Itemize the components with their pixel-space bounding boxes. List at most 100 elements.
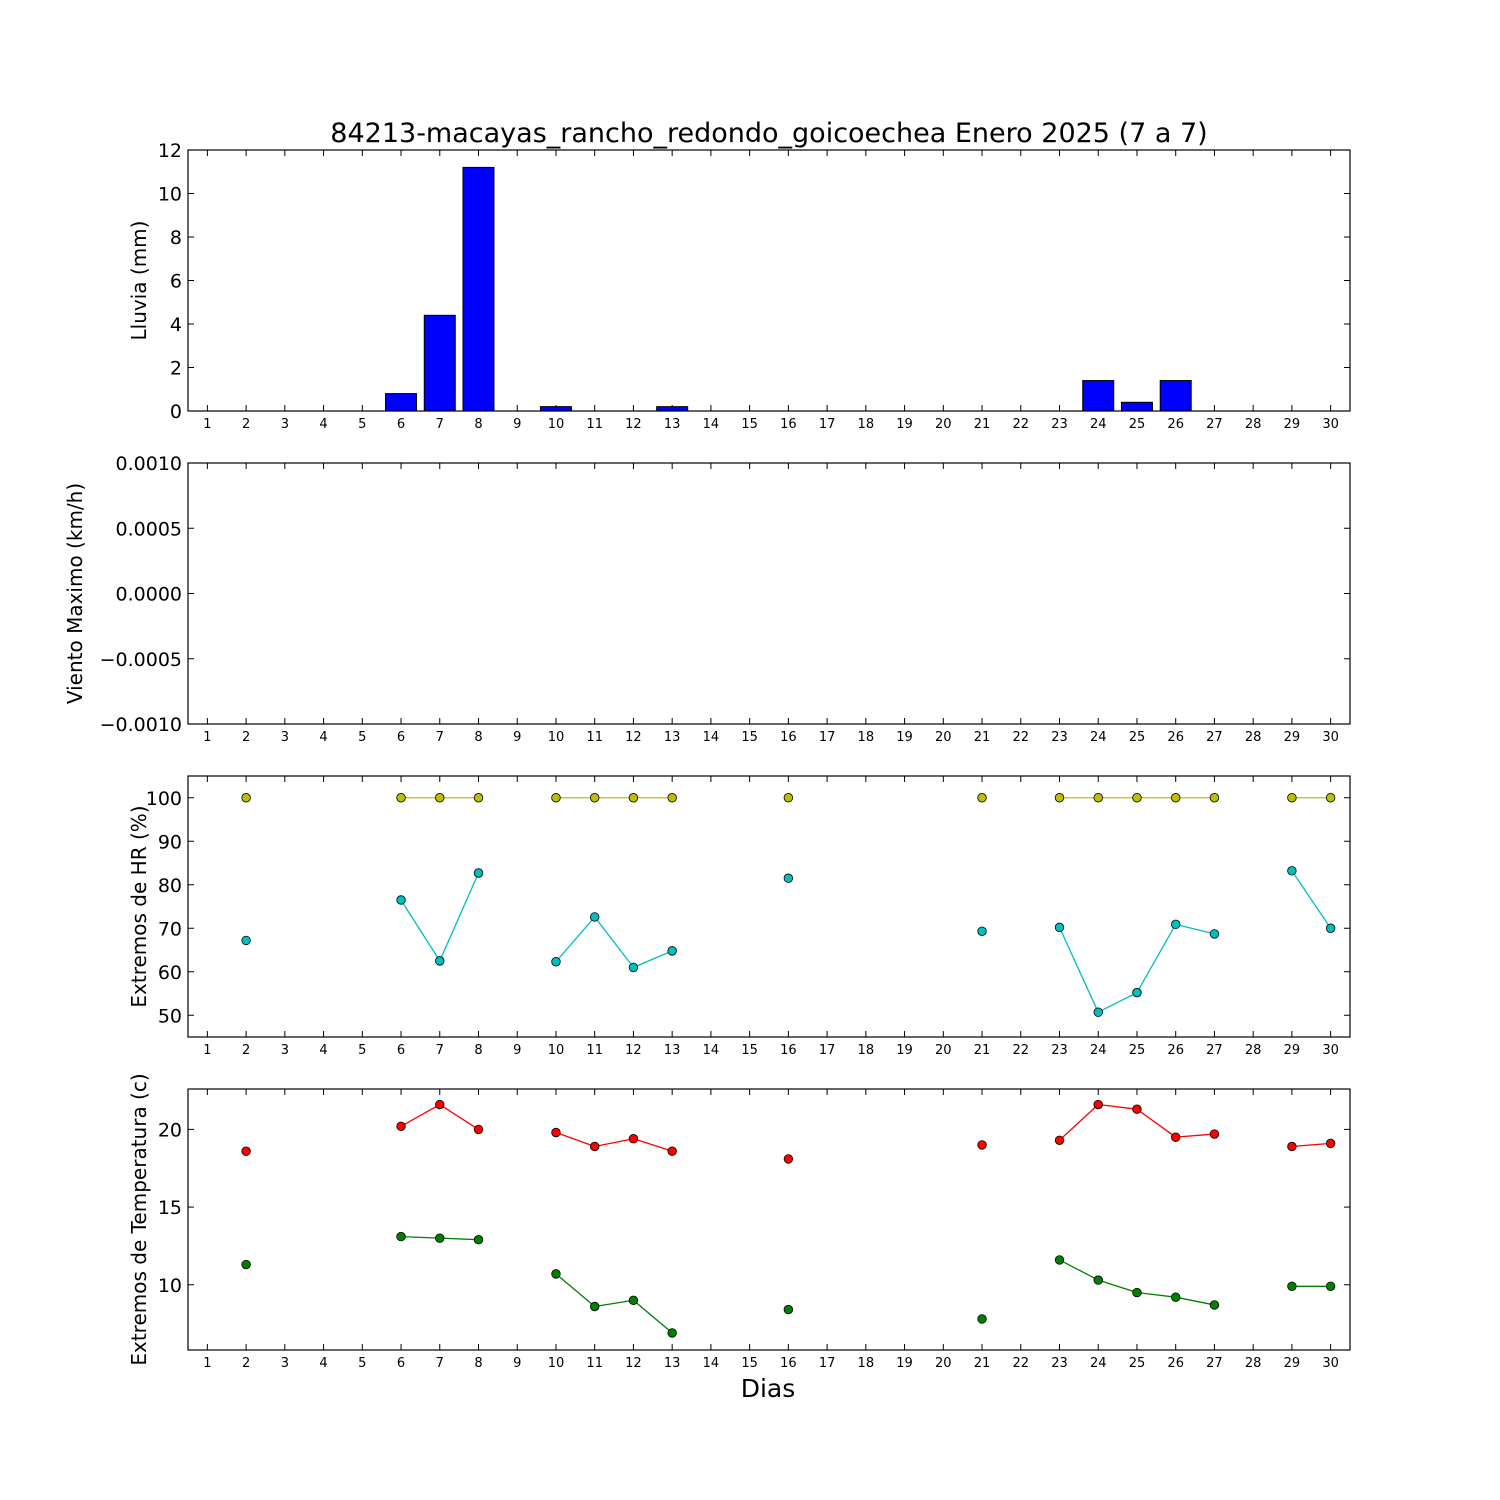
humidity-series-1-point — [241, 935, 251, 946]
temperature-series-1-point — [1209, 1300, 1220, 1310]
rain-y-axis-label: Lluvia (mm) — [127, 221, 151, 341]
wind-y-tick-label: −0.0005 — [100, 649, 182, 671]
rain-x-tick-label: 18 — [858, 417, 875, 432]
humidity-y-tick-label: 80 — [158, 875, 182, 897]
temperature-series-0-point — [628, 1134, 639, 1144]
humidity-series-1-point — [1132, 987, 1142, 998]
rain-x-tick-label: 3 — [281, 417, 289, 432]
humidity-series-1-point — [1054, 922, 1065, 933]
humidity-series-1-point — [435, 956, 445, 966]
temperature-x-tick-label: 11 — [586, 1356, 603, 1371]
temperature-x-tick-label: 24 — [1090, 1356, 1107, 1371]
humidity-series-1-point — [1093, 1007, 1103, 1017]
temperature-x-tick-label: 10 — [548, 1356, 565, 1371]
temperature-series-0-point — [1209, 1129, 1220, 1139]
temperature-series-1-point — [241, 1259, 251, 1270]
chart-title: 84213-macayas_rancho_redondo_goicoechea … — [330, 118, 1207, 149]
rain-y-tick-label: 4 — [170, 314, 182, 336]
humidity-series-1-segment — [1136, 924, 1177, 993]
wind-x-tick-label: 30 — [1322, 730, 1339, 745]
temperature-series-1-segment — [1175, 1296, 1215, 1306]
wind-x-tick-label: 10 — [548, 730, 565, 745]
humidity-series-0-point — [241, 793, 251, 803]
humidity-x-tick-label: 2 — [242, 1043, 250, 1058]
temperature-x-tick-label: 22 — [1012, 1356, 1029, 1371]
wind-x-tick-label: 21 — [974, 730, 991, 745]
temperature-x-tick-label: 29 — [1284, 1356, 1301, 1371]
wind-x-tick-label: 19 — [896, 730, 913, 745]
wind-y-tick-label: 0.0000 — [116, 584, 182, 606]
temperature-series-1-segment — [633, 1299, 673, 1334]
temperature-series-1-point — [551, 1269, 561, 1279]
temperature-x-tick-label: 25 — [1129, 1356, 1146, 1371]
humidity-y-tick-label: 60 — [158, 962, 182, 984]
temperature-x-tick-label: 27 — [1206, 1356, 1223, 1371]
rain-x-tick-label: 9 — [513, 417, 521, 432]
humidity-y-axis-label: Extremos de HR (%) — [127, 805, 151, 1007]
temperature-series-1-point — [590, 1301, 600, 1312]
humidity-x-tick-label: 28 — [1245, 1043, 1262, 1058]
temperature-x-tick-label: 5 — [358, 1356, 366, 1371]
temperature-series-1-point — [977, 1314, 987, 1324]
temperature-series-0-segment — [555, 1131, 595, 1148]
humidity-x-tick-label: 4 — [319, 1043, 327, 1058]
rain-bar — [656, 406, 689, 412]
temperature-series-1-segment — [439, 1237, 479, 1241]
wind-y-tick-label: −0.0010 — [100, 714, 182, 736]
rain-bar — [1159, 380, 1192, 412]
rain-x-tick-label: 28 — [1245, 417, 1262, 432]
rain-x-tick-label: 26 — [1167, 417, 1184, 432]
temperature-x-tick-label: 30 — [1322, 1356, 1339, 1371]
temperature-y-tick-label: 10 — [158, 1275, 182, 1297]
temperature-x-tick-label: 26 — [1167, 1356, 1184, 1371]
temperature-series-0-point — [783, 1154, 794, 1164]
temperature-series-0-point — [1170, 1132, 1181, 1142]
temperature-series-0-point — [396, 1121, 406, 1131]
temperature-series-0-point — [473, 1124, 484, 1135]
temperature-series-1-segment — [1098, 1279, 1138, 1294]
wind-x-tick-label: 20 — [935, 730, 952, 745]
humidity-x-tick-label: 27 — [1206, 1043, 1223, 1058]
temperature-x-tick-label: 23 — [1051, 1356, 1068, 1371]
humidity-series-1-segment — [439, 872, 480, 962]
temperature-series-1-point — [473, 1234, 484, 1245]
wind-x-tick-label: 4 — [319, 730, 327, 745]
wind-y-axis-label: Viento Maximo (km/h) — [63, 483, 87, 704]
humidity-x-tick-label: 23 — [1051, 1043, 1068, 1058]
humidity-y-tick-label: 70 — [158, 918, 182, 940]
humidity-series-1-segment — [594, 916, 634, 968]
humidity-series-1-point — [1170, 919, 1181, 930]
temperature-series-0-point — [241, 1146, 251, 1156]
temperature-series-1-segment — [1136, 1291, 1176, 1298]
x-axis-label: Dias — [741, 1374, 796, 1403]
temperature-x-tick-label: 8 — [474, 1356, 482, 1371]
humidity-series-0-point — [977, 793, 987, 803]
temperature-x-tick-label: 1 — [203, 1356, 211, 1371]
rain-x-tick-label: 22 — [1012, 417, 1029, 432]
temperature-series-0-point — [1287, 1141, 1297, 1152]
wind-x-tick-label: 12 — [625, 730, 642, 745]
humidity-series-1-point — [396, 895, 406, 905]
rain-x-tick-label: 14 — [703, 417, 720, 432]
humidity-series-1-point — [628, 962, 639, 973]
humidity-series-1-segment — [1175, 923, 1215, 935]
temperature-series-0-segment — [439, 1103, 479, 1130]
humidity-x-tick-label: 10 — [548, 1043, 565, 1058]
wind-x-tick-label: 16 — [780, 730, 797, 745]
wind-x-tick-label: 14 — [703, 730, 720, 745]
temperature-series-1-point — [1132, 1287, 1142, 1298]
rain-x-tick-label: 27 — [1206, 417, 1223, 432]
rain-x-tick-label: 13 — [664, 417, 681, 432]
temperature-series-0-point — [1132, 1104, 1142, 1114]
wind-x-tick-label: 5 — [358, 730, 366, 745]
temperature-series-1-segment — [401, 1235, 440, 1239]
humidity-series-0-point — [473, 793, 484, 803]
temperature-series-0-point — [977, 1140, 987, 1150]
rain-x-tick-label: 20 — [935, 417, 952, 432]
temperature-series-0-point — [667, 1146, 677, 1156]
temperature-x-tick-label: 14 — [703, 1356, 720, 1371]
temperature-series-1-point — [396, 1231, 406, 1242]
temperature-series-0-point — [435, 1099, 445, 1110]
humidity-x-tick-label: 9 — [513, 1043, 521, 1058]
wind-x-tick-label: 25 — [1129, 730, 1146, 745]
